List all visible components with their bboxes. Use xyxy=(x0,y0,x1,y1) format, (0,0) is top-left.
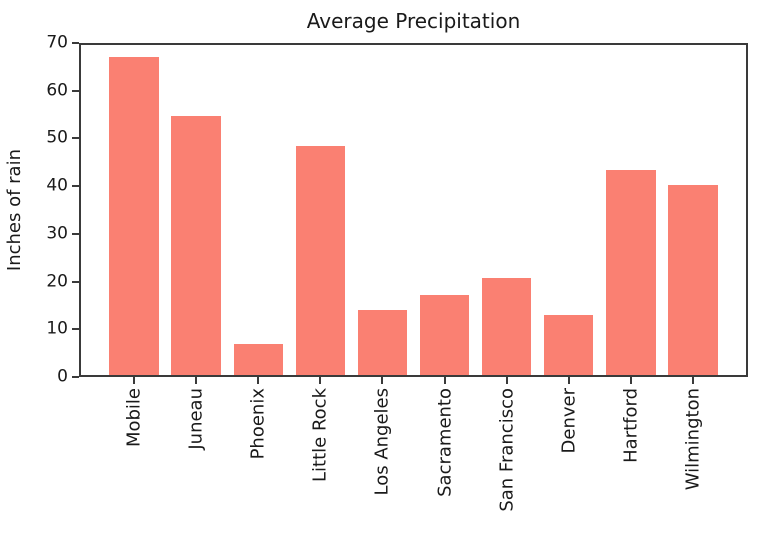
y-tick-label: 70 xyxy=(46,32,68,53)
bar-hartford xyxy=(605,169,656,377)
y-tick-label: 30 xyxy=(46,223,68,244)
x-tick-mark xyxy=(567,377,570,384)
plot-area xyxy=(79,43,748,377)
y-tick-label: 20 xyxy=(46,271,68,292)
bar-mobile xyxy=(109,57,160,377)
y-tick-mark xyxy=(72,42,79,44)
x-tick-mark xyxy=(195,377,198,384)
x-tick-mark xyxy=(443,377,446,384)
bar-los-angeles xyxy=(357,310,408,377)
x-tick-label-wrap: Mobile xyxy=(124,388,145,447)
x-tick-label-wrap: Hartford xyxy=(620,388,641,463)
y-tick-label: 50 xyxy=(46,127,68,148)
y-tick-mark xyxy=(72,232,79,235)
x-tick-mark xyxy=(319,377,322,384)
bar-sacramento xyxy=(419,294,470,377)
x-tick-label: San Francisco xyxy=(496,388,518,512)
y-tick-mark xyxy=(72,89,79,92)
x-tick-mark xyxy=(629,377,632,384)
x-tick-mark xyxy=(691,377,694,384)
y-tick-mark xyxy=(72,280,79,283)
x-tick-label: Mobile xyxy=(123,388,145,448)
x-tick-label-wrap: Little Rock xyxy=(310,388,331,482)
x-tick-label: Los Angeles xyxy=(371,388,393,496)
y-tick-mark xyxy=(72,376,79,378)
chart-title: Average Precipitation xyxy=(306,9,521,33)
bar-phoenix xyxy=(233,343,284,377)
x-tick-label-wrap: Sacramento xyxy=(434,388,455,497)
y-tick-mark xyxy=(72,328,79,331)
x-tick-label-wrap: Los Angeles xyxy=(372,388,393,496)
x-tick-label: Juneau xyxy=(185,388,207,450)
x-tick-label: Phoenix xyxy=(247,388,269,460)
bar-wilmington xyxy=(667,185,718,377)
bars-layer xyxy=(79,43,748,377)
x-tick-mark xyxy=(133,377,136,384)
y-axis-label-text: Inches of rain xyxy=(3,148,25,272)
x-tick-label: Denver xyxy=(558,388,580,454)
bar-juneau xyxy=(171,116,222,377)
bar-little-rock xyxy=(295,145,346,377)
x-tick-label-wrap: Denver xyxy=(558,388,579,453)
bar-denver xyxy=(543,314,594,377)
y-tick-label: 60 xyxy=(46,80,68,101)
y-tick-label: 0 xyxy=(57,366,68,387)
y-tick-label: 10 xyxy=(46,318,68,339)
x-tick-mark xyxy=(257,377,260,384)
x-tick-label: Sacramento xyxy=(434,388,456,497)
y-tick-label: 40 xyxy=(46,175,68,196)
x-tick-label-wrap: San Francisco xyxy=(496,388,517,512)
x-tick-mark xyxy=(505,377,508,384)
bar-san-francisco xyxy=(481,278,532,377)
y-tick-mark xyxy=(72,137,79,140)
x-tick-label-wrap: Wilmington xyxy=(682,388,703,490)
x-tick-label: Wilmington xyxy=(682,388,704,491)
x-tick-label-wrap: Juneau xyxy=(186,388,207,450)
x-tick-label: Hartford xyxy=(620,388,642,463)
y-tick-mark xyxy=(72,185,79,188)
x-tick-label: Little Rock xyxy=(309,388,331,482)
x-tick-mark xyxy=(381,377,384,384)
x-tick-label-wrap: Phoenix xyxy=(248,388,269,459)
